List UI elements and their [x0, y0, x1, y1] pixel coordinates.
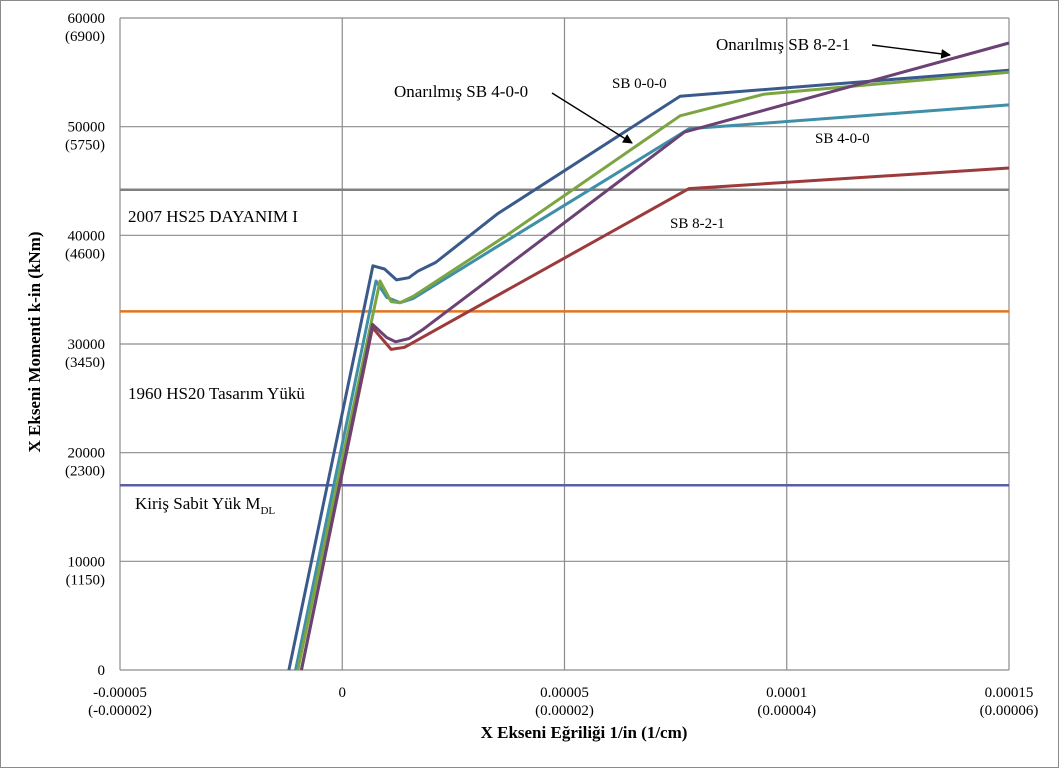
y-tick-label-1: 10000 — [68, 554, 106, 570]
y-tick-label-3: 30000 — [68, 337, 106, 353]
annotation-sb-4-0-0: SB 4-0-0 — [815, 131, 870, 147]
series-lines — [287, 41, 1010, 671]
y-tick-sublabel-6: (6900) — [65, 29, 105, 45]
arrow-repaired-sb-8-2-1 — [871, 44, 951, 59]
annotation-repaired-sb-4-0-0: Onarılmış SB 4-0-0 — [394, 82, 528, 101]
arrow-repaired-sb-4-0-0 — [551, 92, 633, 144]
x-axis-title: X Ekseni Eğriliği 1/in (1/cm) — [481, 723, 688, 742]
ref-label-hs25: 2007 HS25 DAYANIM I — [128, 207, 298, 226]
y-tick-label-2: 20000 — [68, 446, 106, 462]
x-tick-label-0: -0.00005 — [93, 685, 147, 701]
y-tick-label-5: 50000 — [68, 120, 106, 136]
x-axis-ticks: -0.00005 (-0.00002) 0 0.00005 (0.00002) 0.000… — [88, 685, 1038, 719]
y-tick-sublabel-2: (2300) — [65, 464, 105, 480]
ref-label-dead-load-main: Kiriş Sabit Yük M — [135, 494, 260, 513]
annotation-repaired-sb-8-2-1: Onarılmış SB 8-2-1 — [716, 35, 850, 54]
x-tick-sublabel-3: (0.00004) — [757, 703, 816, 719]
reference-lines — [120, 188, 1009, 487]
y-tick-label-6: 60000 — [68, 11, 106, 27]
x-tick-sublabel-2: (0.00002) — [535, 703, 594, 719]
ref-label-dead-load-sub: DL — [260, 505, 275, 517]
y-axis-ticks: 0 10000 (1150) 20000 (2300) 30000 (3450) 40000 (… — [65, 11, 105, 679]
y-tick-sublabel-1: (1150) — [66, 572, 105, 588]
grid — [119, 17, 1010, 671]
series-line-3 — [296, 70, 1010, 671]
x-tick-label-3: 0.0001 — [766, 685, 807, 701]
y-tick-label-4: 40000 — [68, 228, 106, 244]
series-line-0 — [287, 68, 1010, 671]
series-line-4 — [299, 41, 1010, 671]
y-tick-sublabel-5: (5750) — [65, 138, 105, 154]
x-tick-label-1: 0 — [339, 685, 347, 701]
x-tick-label-2: 0.00005 — [540, 685, 589, 701]
y-tick-label-0: 0 — [98, 663, 106, 679]
y-tick-sublabel-4: (4600) — [65, 246, 105, 262]
y-axis-title: X Ekseni Momenti k-in (kNm) — [25, 231, 44, 452]
x-tick-label-4: 0.00015 — [985, 685, 1034, 701]
ref-label-dead-load: Kiriş Sabit Yük MDL — [135, 494, 275, 517]
x-tick-sublabel-4: (0.00006) — [980, 703, 1039, 719]
annotation-sb-0-0-0: SB 0-0-0 — [612, 76, 667, 92]
series-line-2 — [299, 166, 1010, 671]
y-tick-sublabel-3: (3450) — [65, 355, 105, 371]
annotation-sb-8-2-1: SB 8-2-1 — [670, 216, 725, 232]
x-tick-sublabel-0: (-0.00002) — [88, 703, 152, 719]
ref-label-hs20: 1960 HS20 Tasarım Yükü — [128, 384, 305, 403]
